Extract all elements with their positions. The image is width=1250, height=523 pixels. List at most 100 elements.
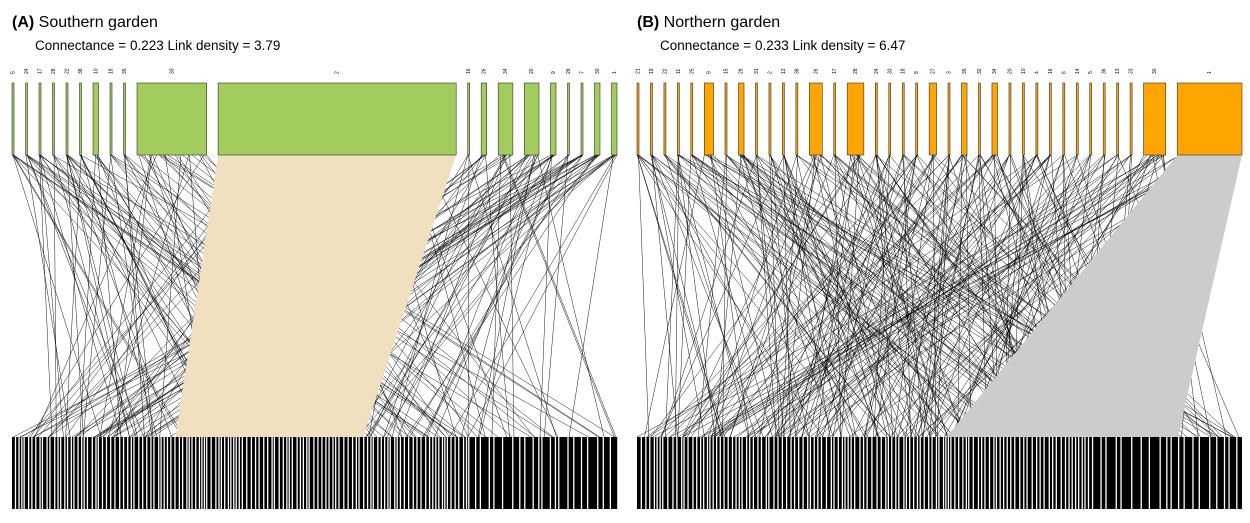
lower-node xyxy=(168,437,171,509)
link xyxy=(710,154,1132,438)
link xyxy=(682,154,862,438)
lower-node xyxy=(720,437,724,509)
lower-node xyxy=(1032,437,1036,509)
link xyxy=(678,154,995,438)
lower-node xyxy=(1193,437,1199,509)
link xyxy=(905,154,1165,438)
lower-node xyxy=(769,437,774,509)
lower-node xyxy=(660,437,663,509)
upper-node-1 xyxy=(611,82,618,156)
lower-node xyxy=(997,437,1000,509)
link xyxy=(804,154,1091,438)
lower-node xyxy=(19,437,22,509)
lower-node xyxy=(459,437,463,509)
lower-node xyxy=(16,437,19,509)
lower-node xyxy=(704,437,707,509)
lower-node xyxy=(827,437,831,509)
link xyxy=(651,154,764,438)
link xyxy=(834,154,841,438)
link xyxy=(783,154,831,438)
lower-node xyxy=(907,437,910,509)
lower-node xyxy=(443,437,445,509)
link xyxy=(816,154,856,438)
upper-node-5 xyxy=(1089,82,1093,156)
lower-node xyxy=(219,437,221,509)
lower-node xyxy=(982,437,985,509)
lower-node xyxy=(339,437,344,509)
lower-node xyxy=(200,437,202,509)
lower-node xyxy=(1015,437,1020,509)
lower-node xyxy=(1024,437,1027,509)
link xyxy=(814,154,951,438)
lower-node xyxy=(242,437,247,509)
upper-node-9 xyxy=(550,82,557,156)
upper-node-12 xyxy=(782,82,785,156)
link xyxy=(30,154,205,438)
lower-node xyxy=(417,437,421,509)
upper-node-2 xyxy=(768,82,772,156)
upper-node-label: 31 xyxy=(754,68,760,74)
lower-node xyxy=(904,437,906,509)
lower-node xyxy=(739,437,742,509)
upper-node-label: 15 xyxy=(724,68,730,74)
lower-node xyxy=(229,437,231,509)
lower-node xyxy=(1004,437,1007,509)
lower-node xyxy=(47,437,50,509)
lower-node xyxy=(657,437,660,509)
lower-node xyxy=(84,437,87,509)
lower-node xyxy=(1167,437,1171,509)
upper-node-label: 18 xyxy=(901,68,907,74)
lower-node xyxy=(216,437,219,509)
lower-node xyxy=(959,437,963,509)
lower-node xyxy=(556,437,559,509)
lower-node xyxy=(151,437,154,509)
link xyxy=(769,154,780,438)
panel-b-letter: (B) xyxy=(637,14,660,31)
upper-node-8 xyxy=(915,82,918,156)
link xyxy=(714,154,1207,438)
lower-node xyxy=(1121,437,1132,509)
link xyxy=(829,154,1079,438)
lower-node xyxy=(111,437,115,509)
upper-node-label: 2 xyxy=(767,71,773,74)
panel-a-network: 5 24 17 28 22 38 10 19 35 33 2 16 26 34 20 9 29 7 30 1 xyxy=(11,68,618,509)
link xyxy=(711,154,1155,438)
link xyxy=(485,154,510,438)
lower-node xyxy=(409,437,413,509)
link xyxy=(467,154,470,438)
lower-node xyxy=(247,437,251,509)
lower-node xyxy=(778,437,782,509)
upper-node-20 xyxy=(1008,82,1012,156)
link xyxy=(502,154,615,438)
lower-node xyxy=(758,437,761,509)
lower-node xyxy=(766,437,769,509)
lower-node xyxy=(582,437,587,509)
link xyxy=(637,154,723,438)
panel-b-title: Northern garden xyxy=(663,14,781,31)
link xyxy=(27,154,145,438)
link xyxy=(800,154,1052,438)
upper-node-label: 10 xyxy=(93,68,99,74)
link xyxy=(710,154,779,438)
lower-node xyxy=(860,437,863,509)
link xyxy=(923,154,950,438)
lower-node xyxy=(946,437,948,509)
lower-node xyxy=(12,437,15,509)
lower-node xyxy=(239,437,242,509)
lower-node xyxy=(43,437,47,509)
link xyxy=(53,154,130,438)
lower-node xyxy=(924,437,929,509)
lower-node xyxy=(433,437,436,509)
link xyxy=(659,154,918,438)
lower-node xyxy=(845,437,848,509)
upper-node-label: 1 xyxy=(612,71,618,74)
lower-node xyxy=(877,437,881,509)
lower-node xyxy=(180,437,182,509)
lower-node xyxy=(401,437,404,509)
upper-node-22 xyxy=(65,82,69,156)
link xyxy=(424,154,570,438)
link xyxy=(543,154,569,438)
upper-node-17 xyxy=(38,82,42,156)
lower-node xyxy=(256,437,259,509)
link xyxy=(159,154,182,438)
